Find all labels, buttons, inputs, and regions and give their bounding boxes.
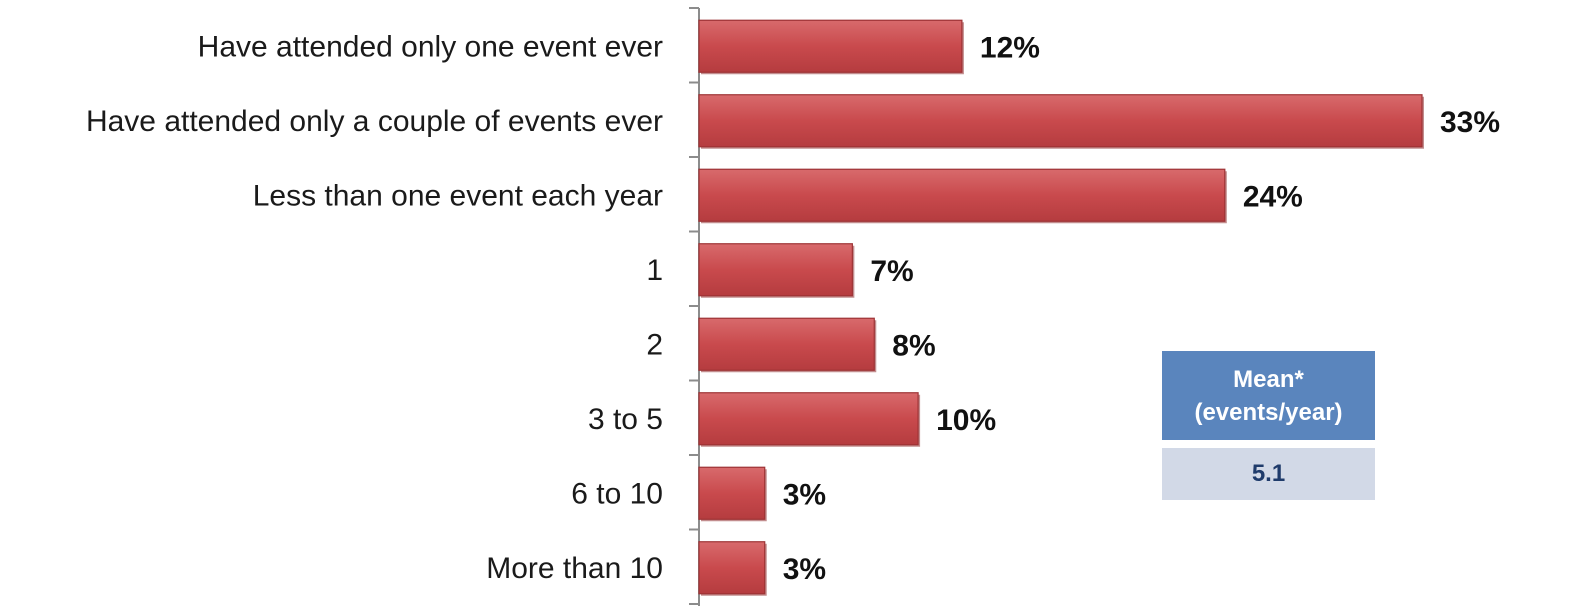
bar — [698, 541, 766, 595]
mean-header: Mean* (events/year) — [1162, 351, 1375, 440]
data-label: 24% — [1243, 180, 1303, 213]
bar — [698, 168, 1226, 222]
category-label: 6 to 10 — [571, 477, 663, 510]
category-label: Have attended only one event ever — [198, 30, 663, 63]
data-label: 10% — [936, 404, 996, 437]
mean-title: Mean* — [1233, 365, 1304, 393]
category-label: 3 to 5 — [588, 403, 663, 436]
mean-subtitle: (events/year) — [1194, 398, 1343, 426]
data-label: 8% — [892, 329, 935, 362]
mean-value: 5.1 — [1162, 448, 1375, 500]
bar — [698, 19, 963, 73]
bar — [698, 392, 919, 446]
mean-summary-box: Mean* (events/year) 5.1 — [1162, 351, 1375, 500]
bar — [698, 466, 766, 520]
data-label: 12% — [980, 31, 1040, 64]
category-label: Have attended only a couple of events ev… — [86, 105, 663, 138]
data-label: 7% — [870, 255, 913, 288]
data-label: 33% — [1440, 106, 1500, 139]
category-label: More than 10 — [486, 552, 663, 585]
bar — [698, 317, 875, 371]
category-label: Less than one event each year — [253, 179, 663, 212]
category-label: 2 — [646, 328, 663, 361]
category-label: 1 — [646, 254, 663, 287]
data-label: 3% — [783, 553, 826, 586]
bar — [698, 94, 1423, 148]
data-label: 3% — [783, 478, 826, 511]
bar — [698, 243, 853, 297]
